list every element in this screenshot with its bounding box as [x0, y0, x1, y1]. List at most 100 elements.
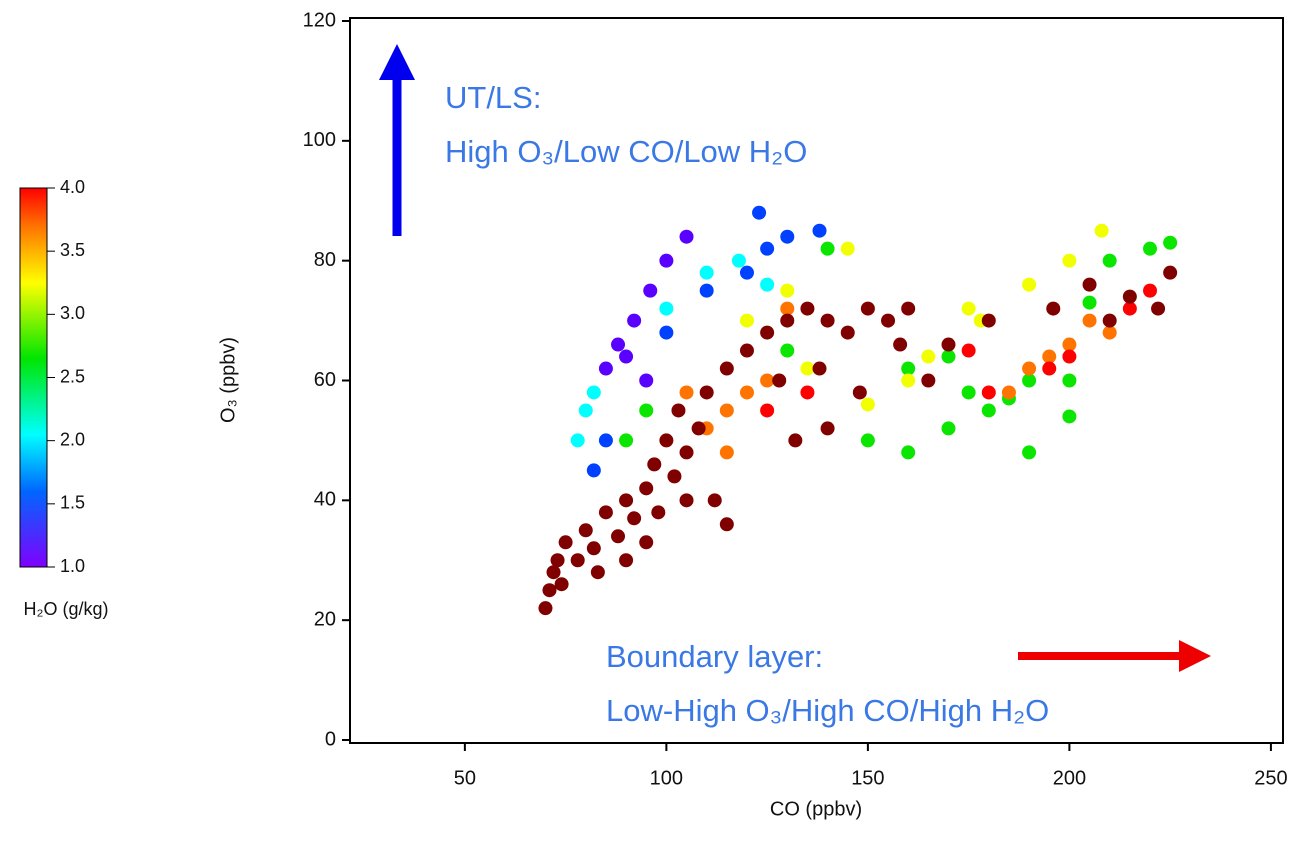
point: [941, 349, 956, 364]
point: [639, 481, 654, 496]
y-tick-label: 40: [314, 489, 336, 511]
point: [643, 283, 658, 298]
point: [611, 529, 626, 544]
point: [760, 277, 775, 292]
point: [820, 313, 835, 328]
point: [586, 541, 601, 556]
y-tick-label: 20: [314, 608, 336, 630]
point: [671, 403, 686, 418]
point: [1062, 373, 1077, 388]
point: [731, 253, 746, 268]
point: [570, 553, 585, 568]
x-tick-label: 250: [1254, 767, 1287, 789]
point: [739, 313, 754, 328]
point: [659, 433, 674, 448]
point: [1122, 301, 1137, 316]
point: [611, 337, 626, 352]
point: [691, 421, 706, 436]
point: [941, 337, 956, 352]
point: [1143, 241, 1158, 256]
y-tick-label: 80: [314, 249, 336, 271]
point: [752, 205, 767, 220]
point: [780, 229, 795, 244]
point: [1143, 283, 1158, 298]
point: [707, 493, 722, 508]
point: [860, 433, 875, 448]
point: [719, 361, 734, 376]
point: [1062, 337, 1077, 352]
point: [1022, 361, 1037, 376]
point: [719, 445, 734, 460]
point: [1082, 295, 1097, 310]
point: [780, 313, 795, 328]
annotation: Boundary layer:: [606, 639, 823, 674]
point: [679, 445, 694, 460]
point: [760, 325, 775, 340]
point: [901, 301, 916, 316]
point: [619, 349, 634, 364]
point: [699, 283, 714, 298]
point: [961, 343, 976, 358]
point: [981, 385, 996, 400]
point: [1102, 313, 1117, 328]
point: [812, 361, 827, 376]
point: [627, 511, 642, 526]
point: [941, 421, 956, 436]
point: [1102, 325, 1117, 340]
point: [1102, 253, 1117, 268]
colorbar-tick-label: 1.5: [60, 493, 85, 513]
colorbar-tick-label: 3.5: [60, 240, 85, 260]
point: [1163, 235, 1178, 250]
colorbar-tick-label: 3.0: [60, 303, 85, 323]
point: [1163, 265, 1178, 280]
point: [901, 361, 916, 376]
point: [719, 517, 734, 532]
point: [840, 325, 855, 340]
point: [739, 385, 754, 400]
point: [578, 523, 593, 538]
point: [647, 457, 662, 472]
point: [739, 343, 754, 358]
colorbar-tick-label: 2.0: [60, 429, 85, 449]
point: [659, 301, 674, 316]
point: [1046, 301, 1061, 316]
annotation: Low-High O₃/High CO/High H₂O: [606, 693, 1049, 728]
point: [1001, 385, 1016, 400]
point: [659, 325, 674, 340]
point: [679, 385, 694, 400]
point: [598, 433, 613, 448]
x-axis-label: CO (ppbv): [770, 798, 862, 820]
y-tick-label: 60: [314, 369, 336, 391]
point: [860, 397, 875, 412]
point: [1042, 349, 1057, 364]
colorbar-tick-label: 1.0: [60, 556, 85, 576]
point: [1062, 253, 1077, 268]
point: [901, 373, 916, 388]
point: [1062, 409, 1077, 424]
point: [921, 349, 936, 364]
y-tick-label: 0: [325, 728, 336, 750]
point: [961, 301, 976, 316]
point: [627, 313, 642, 328]
point: [546, 565, 561, 580]
point: [1042, 361, 1057, 376]
point: [901, 445, 916, 460]
point: [780, 283, 795, 298]
point: [598, 361, 613, 376]
point: [651, 505, 666, 520]
point: [699, 385, 714, 400]
point: [679, 493, 694, 508]
point: [659, 253, 674, 268]
point: [921, 373, 936, 388]
point: [586, 385, 601, 400]
x-tick-label: 50: [454, 767, 476, 789]
point: [538, 601, 553, 616]
point: [820, 241, 835, 256]
point: [719, 403, 734, 418]
point: [812, 223, 827, 238]
plot-frame: [349, 17, 1284, 744]
point: [639, 403, 654, 418]
point: [598, 505, 613, 520]
point: [550, 553, 565, 568]
point: [699, 265, 714, 280]
